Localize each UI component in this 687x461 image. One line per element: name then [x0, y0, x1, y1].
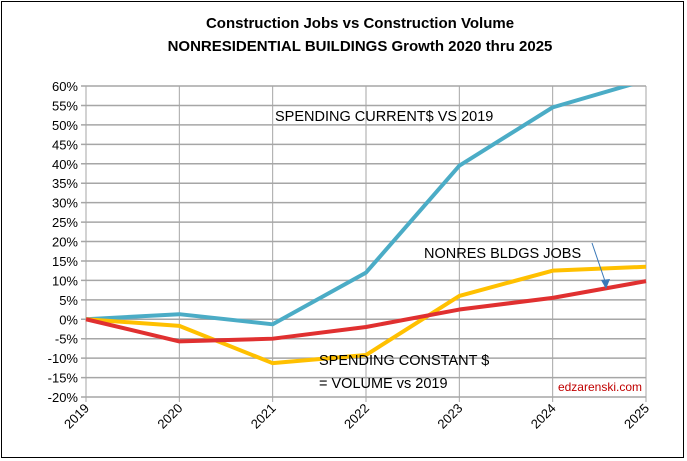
chart-subtitle: NONRESIDENTIAL BUILDINGS Growth 2020 thr… [168, 38, 553, 55]
series-line [85, 279, 647, 344]
x-tick-label: 2023 [434, 401, 465, 432]
y-tick-label: 55% [52, 98, 78, 113]
y-tick-label: -20% [48, 390, 79, 405]
x-tick-label: 2022 [341, 401, 372, 432]
x-tick-label: 2024 [528, 401, 559, 432]
watermark: edzarenski.com [558, 380, 642, 394]
y-tick-label: 60% [52, 79, 78, 94]
y-tick-label: 35% [52, 176, 78, 191]
annotation-current: SPENDING CURRENT$ VS 2019 [275, 109, 493, 125]
annotation-jobs: NONRES BLDGS JOBS [424, 246, 581, 262]
annotation-arrow [591, 242, 607, 285]
x-tick-label: 2019 [61, 401, 92, 432]
y-tick-label: 5% [59, 293, 78, 308]
y-tick-label: -5% [55, 332, 79, 347]
x-tick-label: 2020 [154, 401, 185, 432]
y-tick-label: 20% [52, 235, 78, 250]
series-line [85, 86, 634, 327]
y-tick-label: -10% [48, 351, 79, 366]
annotation-constant-1: SPENDING CONSTANT $ [319, 353, 489, 369]
x-tick-label: 2021 [248, 401, 279, 432]
arrow-head-icon [601, 279, 610, 289]
y-tick-label: 50% [52, 118, 78, 133]
y-tick-label: 45% [52, 137, 78, 152]
y-tick-label: -15% [48, 371, 79, 386]
annotation-constant-2: = VOLUME vs 2019 [319, 376, 448, 392]
series-line [85, 264, 647, 366]
x-tick-label: 2025 [621, 401, 652, 432]
chart-title: Construction Jobs vs Construction Volume [206, 15, 514, 32]
y-tick-label: 10% [52, 273, 78, 288]
y-tick-label: 40% [52, 157, 78, 172]
y-tick-label: 25% [52, 215, 78, 230]
y-tick-label: 15% [52, 254, 78, 269]
y-tick-label: 0% [59, 312, 78, 327]
y-tick-label: 30% [52, 196, 78, 211]
